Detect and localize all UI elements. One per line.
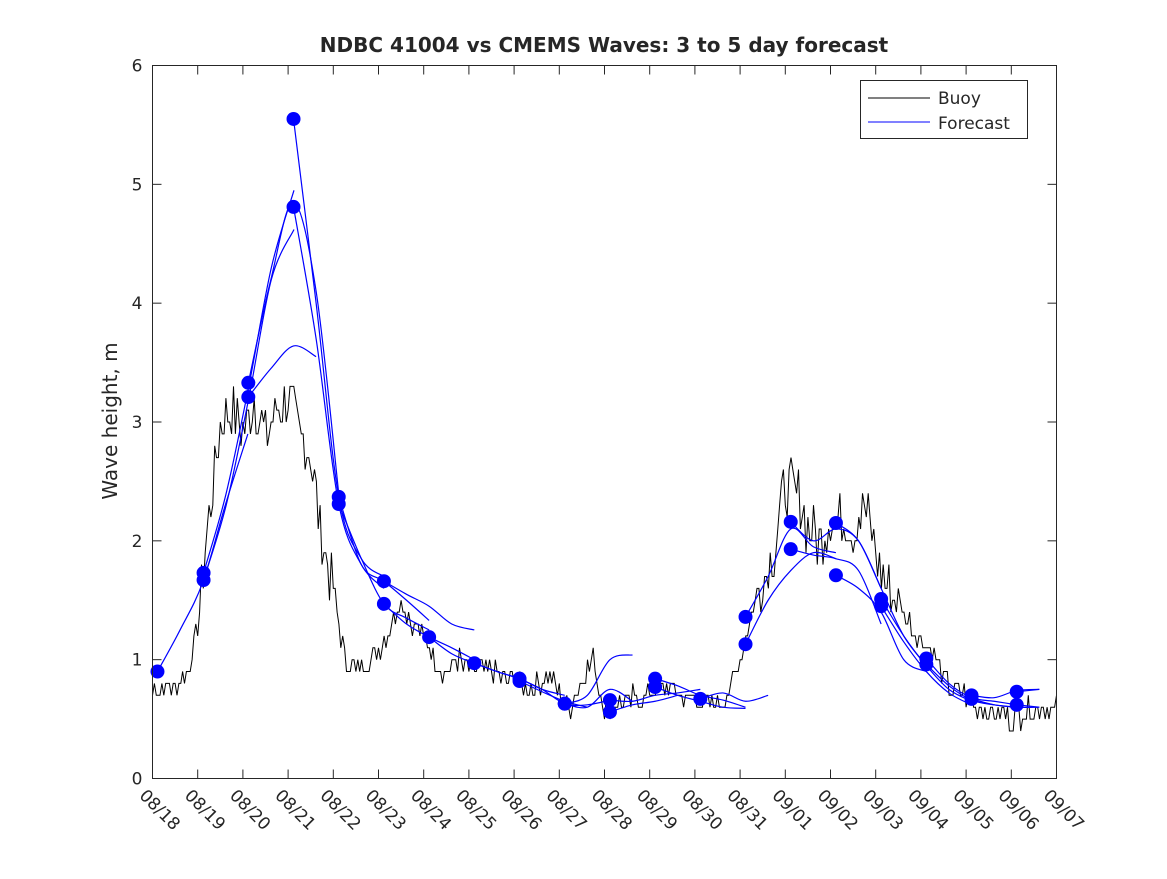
forecast-line [564, 688, 633, 709]
forecast-line [880, 605, 972, 706]
forecast-marker [512, 674, 527, 689]
forecast-line [564, 654, 633, 705]
forecast-marker [693, 691, 708, 706]
forecast-marker [738, 609, 753, 624]
y-tick-label: 6 [132, 57, 143, 77]
forecast-marker [376, 574, 391, 589]
x-tick-label: 08/28 [587, 786, 636, 835]
forecast-marker [376, 596, 391, 611]
forecast-marker [1009, 697, 1024, 712]
x-ticks: 08/1808/1908/2008/2108/2208/2308/2408/25… [135, 65, 1088, 835]
x-tick-label: 09/02 [813, 786, 862, 835]
forecast-line [745, 527, 837, 618]
y-axis-label: Wave height, m [98, 342, 122, 499]
plot-area [150, 111, 1057, 732]
forecast-marker [241, 375, 256, 390]
x-tick-label: 08/21 [271, 786, 320, 835]
y-ticks: 0 1 2 3 4 5 6 [132, 57, 1057, 790]
forecast-line [880, 598, 972, 702]
forecast-marker [828, 516, 843, 531]
forecast-line [700, 692, 769, 702]
x-tick-label: 09/05 [949, 786, 998, 835]
y-tick-label: 4 [132, 294, 143, 314]
forecast-marker [286, 111, 301, 126]
forecast-marker [828, 568, 843, 583]
x-tick-label: 09/06 [994, 786, 1043, 835]
forecast-line [338, 503, 430, 631]
x-tick-label: 08/18 [135, 786, 184, 835]
legend: Buoy Forecast [860, 80, 1028, 139]
y-tick-label: 2 [132, 532, 143, 552]
forecast-marker [783, 514, 798, 529]
y-tick-label: 3 [132, 413, 143, 433]
forecast-marker [783, 542, 798, 557]
x-tick-label: 08/29 [632, 786, 681, 835]
forecast-line [971, 688, 1040, 699]
forecast-line [519, 680, 588, 708]
forecast-marker [241, 390, 256, 405]
y-tick-label: 0 [132, 770, 143, 790]
forecast-marker [602, 704, 617, 719]
forecast-marker [964, 691, 979, 706]
forecast-line [292, 206, 385, 589]
legend-box [860, 80, 1028, 139]
x-tick-label: 09/07 [1039, 786, 1088, 835]
x-tick-label: 08/25 [451, 786, 500, 835]
buoy-line [152, 385, 1057, 732]
forecast-marker [557, 696, 572, 711]
forecast-line [247, 345, 317, 398]
x-tick-label: 08/26 [497, 786, 546, 835]
forecast-marker [602, 693, 617, 708]
forecast-marker [422, 630, 437, 645]
x-tick-label: 09/03 [858, 786, 907, 835]
forecast-line [247, 201, 340, 494]
forecast-marker [1009, 684, 1024, 699]
legend-forecast-label: Forecast [938, 114, 1010, 134]
forecast-line [383, 580, 475, 631]
x-tick-label: 08/24 [406, 786, 455, 835]
x-tick-label: 08/30 [677, 786, 726, 835]
forecast-marker [196, 573, 211, 588]
forecast-marker [874, 599, 889, 614]
forecast-marker [738, 637, 753, 652]
x-tick-label: 09/04 [903, 786, 952, 835]
axes-box [152, 65, 1057, 779]
forecast-marker [150, 664, 165, 679]
x-tick-label: 08/23 [361, 786, 410, 835]
x-tick-label: 08/20 [225, 786, 274, 835]
forecast-line [790, 548, 882, 625]
y-tick-label: 5 [132, 175, 143, 195]
forecast-marker [919, 657, 934, 672]
forecast-line [744, 551, 837, 645]
y-tick-label: 1 [132, 651, 143, 671]
x-tick-label: 08/31 [723, 786, 772, 835]
forecast-line [971, 698, 1040, 708]
x-tick-label: 08/19 [180, 786, 229, 835]
x-tick-label: 08/27 [542, 786, 591, 835]
forecast-marker [286, 199, 301, 214]
forecast-line [609, 688, 701, 703]
forecast-marker [467, 656, 482, 671]
forecast-marker [648, 679, 663, 694]
legend-buoy-label: Buoy [938, 89, 981, 109]
forecast-line [609, 694, 678, 713]
forecast-marker [331, 496, 346, 511]
x-tick-label: 09/01 [768, 786, 817, 835]
chart-title: NDBC 41004 vs CMEMS Waves: 3 to 5 day fo… [320, 33, 889, 57]
x-tick-label: 08/22 [316, 786, 365, 835]
